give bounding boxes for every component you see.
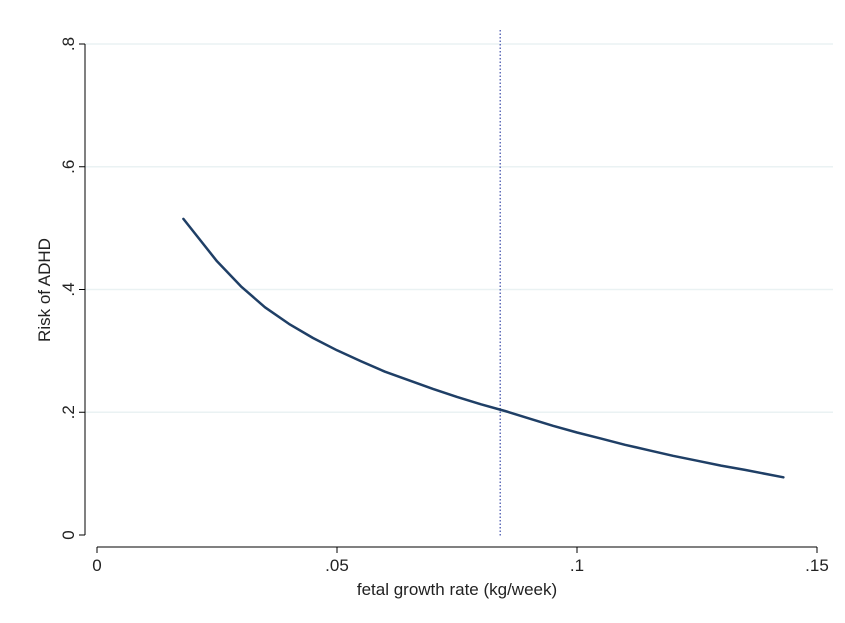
y-tick-label: .6 [59,160,78,174]
x-tick-label: .15 [805,556,829,575]
x-tick-label: .1 [570,556,584,575]
y-tick-label: 0 [59,530,78,539]
series-lines [182,217,785,479]
series-line [182,217,785,479]
axes: 0 .2 .4 .6 .8 0 .05 .1 .15 [59,37,829,575]
y-tick-label: .8 [59,37,78,51]
y-tick-label: .2 [59,405,78,419]
x-tick-label: .05 [325,556,349,575]
grid-lines [85,43,833,413]
x-axis-title: fetal growth rate (kg/week) [357,580,557,599]
x-tick-label: 0 [92,556,101,575]
axis-labels: fetal growth rate (kg/week) Risk of ADHD [35,238,557,599]
y-axis-title: Risk of ADHD [35,238,54,342]
y-tick-label: .4 [59,282,78,296]
